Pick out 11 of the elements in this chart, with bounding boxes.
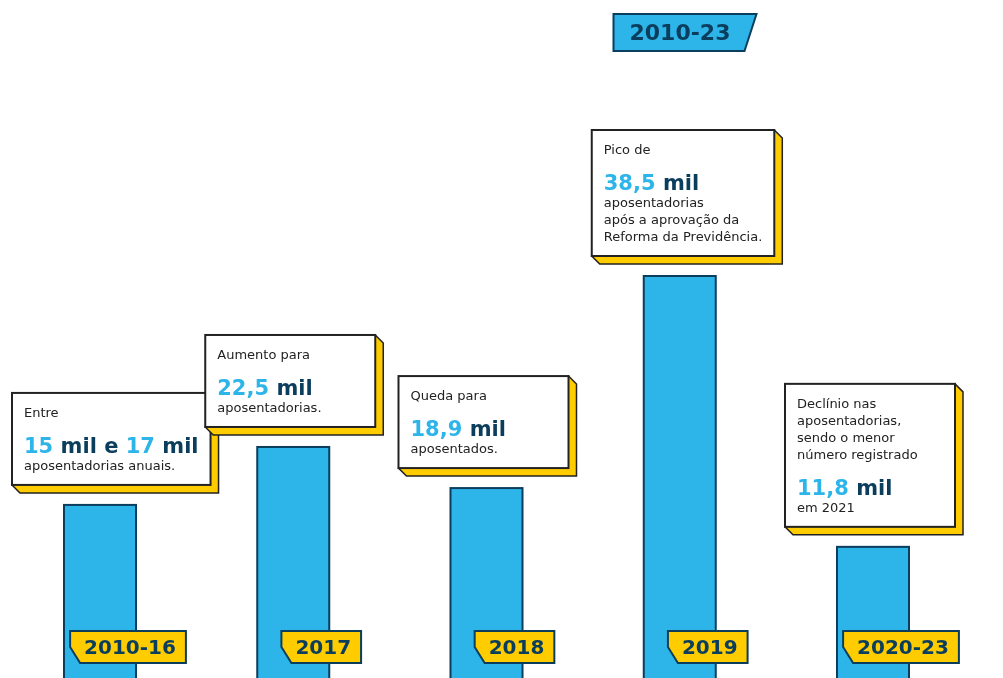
annotation: Aumento para 22,5 mil aposentadorias. [217,346,322,415]
annotation: Entre 15 mil e 17 mil aposentadorias anuais. [24,404,199,473]
x-tick-label: 2017 [295,635,352,659]
x-tick-label: 2018 [488,635,545,659]
x-tick-label: 2020-23 [857,635,949,659]
x-tick-label: 2010-16 [84,635,176,659]
text: Pico de 38,5 mil aposentadorias após a aprovação da Reforma da Previdência. [603,142,763,244]
annotation: Queda para 18,9 mil aposentados. [410,388,506,457]
x-tick-label: 2019 [681,635,738,659]
annotation: Declínio nas aposentadorias, sendo o menor número registrado 11,8 mil em 2021 [797,395,918,515]
chart-subtitle: 2010-23 [629,20,731,45]
